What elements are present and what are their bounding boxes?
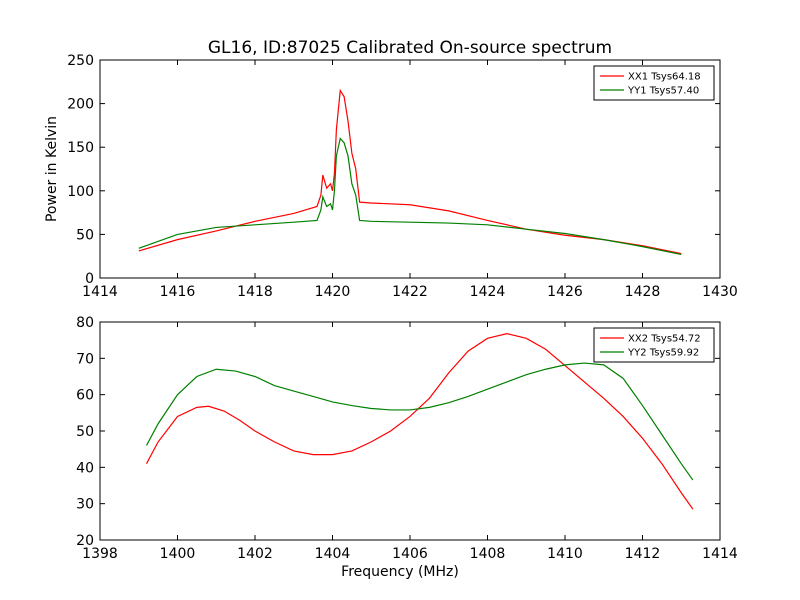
y-tick-label: 20 (76, 533, 94, 549)
top-panel: 1414 1416 1418 1420 1422 1424 1426 1428 1430 0 50 1… (44, 53, 738, 300)
legend-label: XX1 Tsys64.18 (628, 72, 701, 83)
bottom-panel: 1398 1400 1402 1404 1406 1408 1410 1412 1414 20 30… (76, 315, 738, 580)
series-line-red (138, 88, 682, 255)
x-tick-label: 1426 (547, 284, 583, 300)
y-tick-label: 70 (76, 351, 94, 367)
x-tick-label: 1424 (470, 284, 506, 300)
x-tick-label: 1400 (160, 546, 196, 562)
x-axis-label: Frequency (MHz) (341, 564, 459, 580)
x-tick-label: 1422 (392, 284, 428, 300)
y-tick-label: 50 (76, 424, 94, 440)
legend-box (593, 65, 715, 101)
series-line-green (145, 362, 694, 481)
x-tick-label: 1404 (315, 546, 351, 562)
x-tick-label: 1402 (237, 546, 273, 562)
series-line-green (138, 137, 682, 256)
y-tick-label: 60 (76, 388, 94, 404)
legend-label: YY2 Tsys59.92 (627, 348, 699, 359)
legend: XX2 Tsys54.72 YY2 Tsys59.92 (593, 327, 715, 363)
x-tick-label: 1398 (82, 546, 118, 562)
y-tick-label: 30 (76, 497, 94, 513)
y-tick-label: 40 (76, 460, 94, 476)
x-tick-label: 1430 (702, 284, 738, 300)
y-tick-label: 250 (67, 53, 94, 69)
x-tick-label: 1408 (470, 546, 506, 562)
x-tick-label: 1406 (392, 546, 428, 562)
y-tick-label: 50 (76, 227, 94, 243)
x-tick-label: 1420 (315, 284, 351, 300)
series-line-red (145, 333, 694, 510)
figure-title: GL16, ID:87025 Calibrated On-source spec… (208, 38, 612, 58)
legend: XX1 Tsys64.18 YY1 Tsys57.40 (593, 65, 715, 101)
y-tick-label: 100 (67, 184, 94, 200)
legend-label: XX2 Tsys54.72 (628, 334, 701, 345)
legend-box (593, 327, 715, 363)
y-axis-label: Power in Kelvin (44, 116, 60, 222)
y-tick-label: 80 (76, 315, 94, 331)
y-tick-label: 0 (85, 271, 94, 287)
x-tick-label: 1412 (625, 546, 661, 562)
legend-label: YY1 Tsys57.40 (627, 86, 699, 97)
x-tick-label: 1416 (160, 284, 196, 300)
x-tick-label: 1414 (82, 284, 118, 300)
y-tick-label: 200 (67, 97, 94, 113)
x-tick-label: 1418 (237, 284, 273, 300)
x-tick-label: 1414 (702, 546, 738, 562)
x-tick-label: 1410 (547, 546, 583, 562)
x-tick-label: 1428 (625, 284, 661, 300)
y-tick-label: 150 (67, 140, 94, 156)
